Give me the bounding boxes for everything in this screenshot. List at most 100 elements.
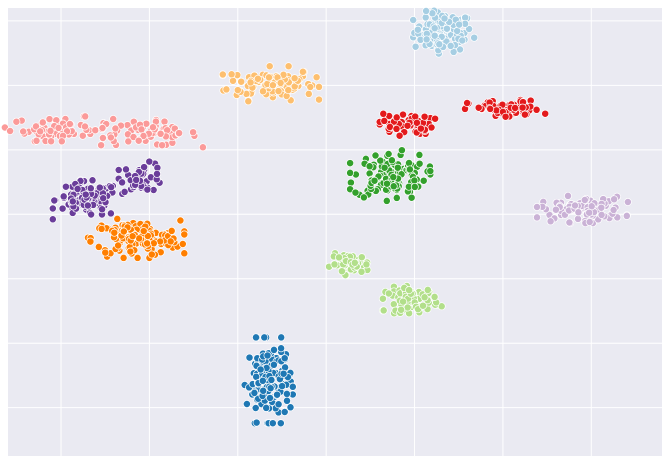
scatter-point — [597, 203, 606, 212]
scatter-point — [237, 77, 246, 86]
scatter-point — [385, 122, 394, 131]
scatter-point — [533, 203, 541, 211]
scatter-point — [419, 176, 428, 185]
scatter-point — [405, 159, 413, 167]
scatter-point — [532, 105, 541, 114]
data-points — [0, 6, 632, 428]
scatter-point — [251, 404, 260, 412]
scatter-point — [397, 146, 406, 155]
scatter-point — [139, 131, 148, 140]
scatter-point — [140, 163, 149, 172]
scatter-point — [574, 214, 582, 223]
scatter-point — [88, 176, 97, 185]
scatter-point — [585, 218, 594, 226]
scatter-point — [279, 369, 288, 378]
scatter-point — [73, 184, 82, 193]
scatter-point — [101, 248, 110, 257]
scatter-point — [622, 211, 631, 220]
scatter-point — [359, 193, 368, 202]
scatter-point — [412, 118, 421, 127]
scatter-point — [280, 354, 289, 363]
scatter-point — [273, 390, 282, 399]
scatter-point — [422, 7, 431, 15]
scatter-point — [440, 14, 449, 23]
scatter-point — [378, 294, 387, 303]
scatter-point — [389, 173, 398, 182]
scatter-point — [304, 89, 313, 98]
scatter-point — [346, 168, 355, 177]
scatter-point — [442, 24, 451, 33]
scatter-point — [403, 303, 412, 312]
scatter-point — [109, 115, 118, 123]
scatter-point — [430, 24, 439, 33]
scatter-point — [392, 113, 401, 122]
scatter-point — [267, 375, 276, 384]
scatter-point — [415, 159, 424, 168]
scatter-point — [6, 127, 15, 135]
scatter-point — [45, 115, 54, 124]
scatter-point — [250, 388, 259, 397]
scatter-point — [357, 267, 366, 276]
scatter-point — [384, 289, 393, 298]
scatter-point — [166, 237, 175, 246]
scatter-point — [565, 218, 574, 227]
scatter-point — [284, 86, 293, 95]
scatter-point — [218, 70, 227, 79]
scatter-point — [282, 389, 291, 398]
scatter-point — [427, 123, 436, 132]
scatter-point — [455, 20, 464, 29]
scatter-point — [176, 216, 185, 225]
scatter-point — [435, 40, 444, 49]
scatter-point — [365, 162, 374, 171]
scatter-point — [246, 78, 255, 87]
scatter-point — [623, 198, 632, 206]
scatter-point — [132, 175, 141, 184]
scatter-point — [276, 78, 285, 87]
scatter-point — [423, 285, 432, 294]
scatter-point — [86, 237, 95, 246]
scatter-point — [430, 292, 439, 301]
scatter-point — [114, 166, 123, 174]
scatter-point — [298, 67, 307, 76]
scatter-point — [167, 226, 176, 235]
scatter-point — [446, 41, 455, 50]
scatter-point — [244, 97, 253, 106]
scatter-point — [312, 73, 321, 82]
scatter-point — [274, 87, 283, 96]
scatter-point — [422, 35, 431, 44]
scatter-point — [110, 228, 119, 237]
scatter-point — [501, 112, 510, 121]
scatter-point — [546, 217, 555, 226]
scatter-point — [463, 99, 472, 107]
scatter-point — [574, 208, 583, 217]
scatter-point — [541, 109, 550, 118]
scatter-point — [57, 137, 66, 146]
scatter-point — [59, 192, 68, 201]
scatter-point — [147, 250, 156, 259]
scatter-point — [118, 178, 127, 187]
scatter-point — [346, 178, 355, 187]
scatter-point — [306, 83, 315, 91]
scatter-point — [94, 242, 103, 251]
scatter-point — [263, 351, 272, 360]
scatter-point — [19, 127, 28, 136]
scatter-point — [357, 253, 366, 262]
scatter-point — [153, 169, 161, 178]
scatter-point — [265, 62, 274, 71]
scatter-point — [227, 70, 236, 79]
scatter-point — [119, 227, 128, 236]
scatter-point — [178, 240, 187, 248]
scatter-point — [97, 141, 106, 150]
scatter-point — [268, 81, 277, 90]
scatter-point — [149, 123, 157, 132]
scatter-point — [277, 333, 286, 342]
scatter-point — [511, 104, 520, 112]
scatter-point — [382, 196, 391, 205]
scatter-point — [126, 247, 135, 256]
scatter-point — [128, 232, 137, 241]
scatter-point — [609, 206, 618, 214]
scatter-point — [315, 82, 323, 91]
scatter-point — [83, 201, 92, 210]
scatter-point — [139, 227, 148, 236]
